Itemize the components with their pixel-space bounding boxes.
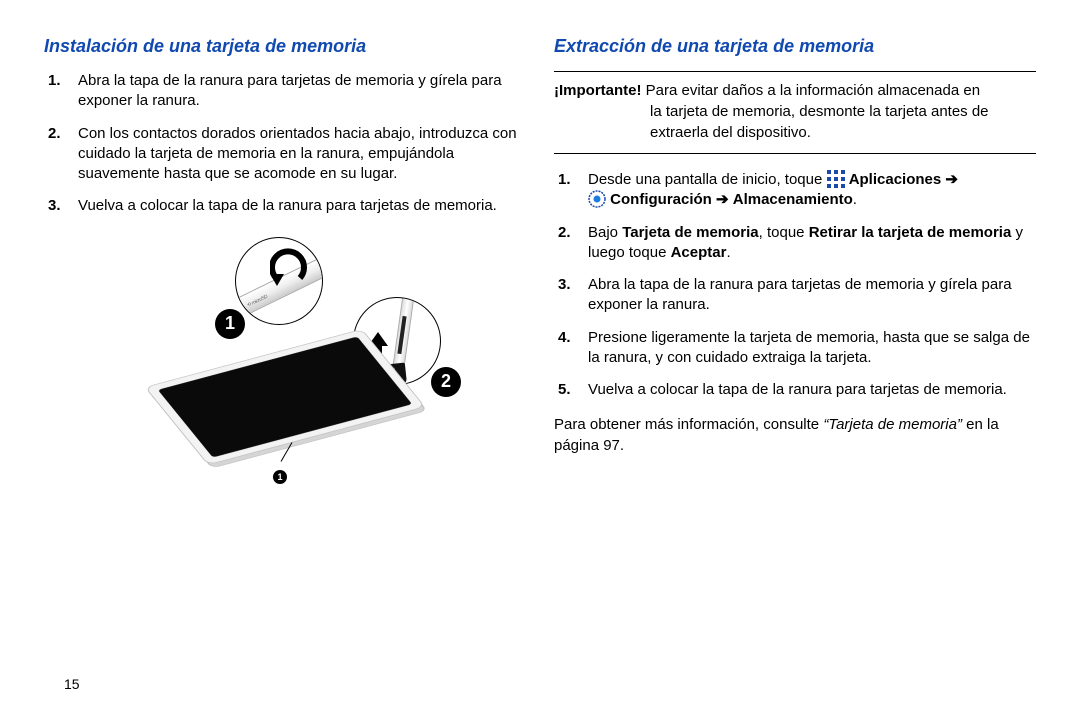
step-marker-2: 2	[431, 367, 461, 397]
s2-card: Tarjeta de memoria	[622, 224, 758, 241]
install-illustration: ⟲ microSD microSD	[125, 237, 445, 487]
step-marker-1: 1	[215, 309, 245, 339]
important-note: ¡Importante! Para evitar daños a la info…	[554, 71, 1036, 154]
small-marker: 1	[273, 470, 287, 484]
important-text-2: la tarjeta de memoria, desmonte la tarje…	[554, 101, 1036, 143]
important-label: ¡Importante!	[554, 82, 642, 99]
more-info: Para obtener más información, consulte “…	[554, 414, 1036, 456]
extract-step-1-a: Desde una pantalla de inicio, toque	[588, 171, 827, 188]
extract-step-3: Abra la tapa de la ranura para tarjetas …	[582, 275, 1036, 316]
right-column: Extracción de una tarjeta de memoria ¡Im…	[554, 36, 1036, 700]
settings-label: Configuración	[610, 191, 716, 208]
rotate-arrow-icon	[270, 248, 310, 288]
s2-b: , toque	[759, 224, 809, 241]
s2-accept: Aceptar	[671, 244, 727, 261]
more-info-a: Para obtener más información, consulte	[554, 416, 823, 433]
settings-gear-icon	[588, 190, 606, 208]
arrow-2: ➔	[716, 191, 729, 208]
install-step-1: Abra la tapa de la ranura para tarjetas …	[72, 71, 526, 112]
extract-step-4: Presione ligeramente la tarjeta de memor…	[582, 328, 1036, 369]
page-number: 15	[64, 676, 80, 692]
extract-step-2: Bajo Tarjeta de memoria, toque Retirar l…	[582, 223, 1036, 264]
install-steps: Abra la tapa de la ranura para tarjetas …	[44, 71, 526, 229]
apps-label: Aplicaciones	[849, 171, 946, 188]
install-heading: Instalación de una tarjeta de memoria	[44, 36, 526, 57]
detail-open-cover: ⟲ microSD	[235, 237, 323, 325]
left-column: Instalación de una tarjeta de memoria Ab…	[44, 36, 526, 700]
dot-2: .	[726, 244, 730, 261]
extract-step-1: Desde una pantalla de inicio, toque Apli…	[582, 170, 1036, 211]
extract-steps: Desde una pantalla de inicio, toque Apli…	[554, 170, 1036, 412]
install-step-3: Vuelva a colocar la tapa de la ranura pa…	[72, 196, 526, 216]
important-text-1: Para evitar daños a la información almac…	[642, 82, 981, 99]
arrow-1: ➔	[945, 171, 958, 188]
extract-heading: Extracción de una tarjeta de memoria	[554, 36, 1036, 57]
apps-grid-icon	[827, 170, 845, 188]
storage-label: Almacenamiento	[733, 191, 853, 208]
page: Instalación de una tarjeta de memoria Ab…	[0, 0, 1080, 720]
s2-a: Bajo	[588, 224, 622, 241]
install-step-2: Con los contactos dorados orientados hac…	[72, 124, 526, 185]
more-info-ref: “Tarjeta de memoria”	[823, 416, 962, 433]
extract-step-5: Vuelva a colocar la tapa de la ranura pa…	[582, 380, 1036, 400]
s2-unmount: Retirar la tarjeta de memoria	[809, 224, 1012, 241]
dot-1: .	[853, 191, 857, 208]
